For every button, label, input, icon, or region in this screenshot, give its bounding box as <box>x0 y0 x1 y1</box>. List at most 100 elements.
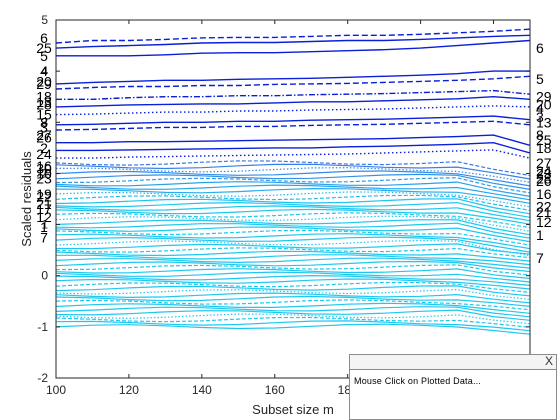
series-line[interactable] <box>56 208 530 225</box>
unit-label-left: 23 <box>36 171 52 187</box>
axes-box <box>55 19 531 379</box>
series-line[interactable] <box>56 302 530 314</box>
unit-label-right: 21 <box>536 204 552 220</box>
unit-label-right: 23 <box>536 165 552 181</box>
unit-label-right: 5 <box>536 71 544 87</box>
x-tick-label: 140 <box>192 383 212 397</box>
series-line[interactable] <box>56 187 530 204</box>
series-line[interactable] <box>56 39 530 57</box>
series-line[interactable] <box>56 105 530 116</box>
unit-label-left: 25 <box>36 40 52 56</box>
unit-label-left: 21 <box>36 196 52 212</box>
series-line[interactable] <box>56 205 530 222</box>
series-line[interactable] <box>56 229 530 246</box>
series-line[interactable] <box>56 254 530 266</box>
series-line[interactable] <box>56 285 530 297</box>
unit-label-left: 24 <box>36 146 52 162</box>
y-tick-label: 3 <box>41 115 48 129</box>
series-line[interactable] <box>56 316 530 328</box>
series-line[interactable] <box>56 247 530 259</box>
series-line[interactable] <box>56 306 530 318</box>
series-line[interactable] <box>56 292 530 304</box>
series-line[interactable] <box>56 281 530 293</box>
y-axis-title: Scaled residuals <box>19 151 34 247</box>
series-line[interactable] <box>56 194 530 211</box>
unit-label-left: 5 <box>40 48 48 64</box>
unit-label-right: 26 <box>536 173 552 189</box>
series-line[interactable] <box>56 320 530 332</box>
unit-label-left: 7 <box>40 229 48 245</box>
series-line[interactable] <box>56 295 530 307</box>
series-line[interactable] <box>56 28 530 44</box>
series-line[interactable] <box>56 278 530 290</box>
close-icon[interactable]: X <box>544 354 553 368</box>
series-line[interactable] <box>56 163 530 180</box>
series-line[interactable] <box>56 115 530 126</box>
x-tick-label: 160 <box>265 383 285 397</box>
unit-label-left: 15 <box>36 107 52 123</box>
unit-label-left: 16 <box>36 158 52 174</box>
series-line[interactable] <box>56 260 530 273</box>
unit-label-right: 18 <box>536 140 552 156</box>
series-line[interactable] <box>56 257 530 269</box>
unit-label-right: 25 <box>536 132 552 148</box>
unit-label-right: 3 <box>536 109 544 125</box>
series-line[interactable] <box>56 170 530 187</box>
unit-label-right: 8 <box>536 127 544 143</box>
series-line[interactable] <box>56 264 530 276</box>
series-line[interactable] <box>56 222 530 239</box>
series-line[interactable] <box>56 198 530 215</box>
series-line[interactable] <box>56 233 530 250</box>
series-line[interactable] <box>56 181 530 197</box>
series-line[interactable] <box>56 95 530 108</box>
y-tick-label: 5 <box>41 13 48 27</box>
unit-label-left: 13 <box>36 94 52 110</box>
series-line[interactable] <box>56 268 530 280</box>
series-line[interactable] <box>56 141 530 154</box>
series-line[interactable] <box>56 226 530 243</box>
series-line[interactable] <box>56 75 530 90</box>
series-line[interactable] <box>56 271 530 283</box>
series-line[interactable] <box>56 299 530 311</box>
unit-label-right: 13 <box>536 114 552 130</box>
series-line[interactable] <box>56 323 530 335</box>
series-line[interactable] <box>56 309 530 321</box>
series-line[interactable] <box>56 34 530 49</box>
y-tick-label: -2 <box>37 371 48 385</box>
series-line[interactable] <box>56 177 530 194</box>
unit-label-right: 22 <box>536 199 552 215</box>
unit-label-left: 28 <box>36 96 52 112</box>
y-tick-label: 1 <box>41 218 48 232</box>
data-tip-popup: X Mouse Click on Plotted Data... <box>349 354 557 420</box>
series-line[interactable] <box>56 134 530 146</box>
series-line[interactable] <box>56 173 530 190</box>
series-line[interactable] <box>56 160 530 177</box>
popup-message: Mouse Click on Plotted Data... <box>354 376 482 386</box>
unit-label-right: 4 <box>536 100 544 116</box>
series-line[interactable] <box>56 149 530 159</box>
unit-label-left: 18 <box>36 89 52 105</box>
y-tick-label: 0 <box>41 269 48 283</box>
series-line[interactable] <box>56 236 530 253</box>
y-tick-label: 4 <box>41 64 48 78</box>
unit-label-right: 12 <box>536 214 552 230</box>
unit-label-left: 29 <box>36 76 52 92</box>
series-line[interactable] <box>56 219 530 236</box>
unit-label-left: 26 <box>36 130 52 146</box>
series-line[interactable] <box>56 70 530 85</box>
unit-label-right: 28 <box>536 171 552 187</box>
series-line[interactable] <box>56 89 530 100</box>
y-tick-label: -1 <box>37 320 48 334</box>
series-line[interactable] <box>56 243 530 255</box>
series-line[interactable] <box>56 250 530 262</box>
unit-label-left: 20 <box>36 73 52 89</box>
series-line[interactable] <box>56 212 530 229</box>
series-line[interactable] <box>56 120 530 131</box>
series-line[interactable] <box>56 201 530 218</box>
unit-label-right: 27 <box>536 155 552 171</box>
unit-label-left: 6 <box>40 30 48 46</box>
x-tick-label: 100 <box>46 383 66 397</box>
series-line[interactable] <box>56 274 530 287</box>
series-line[interactable] <box>56 184 530 201</box>
